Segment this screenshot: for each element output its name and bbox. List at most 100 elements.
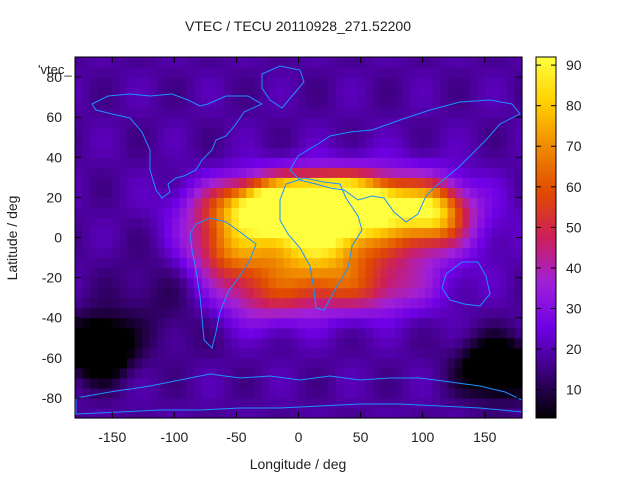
heatmap-cell — [417, 387, 426, 399]
heatmap-cell — [432, 77, 441, 88]
heatmap-cell — [365, 137, 374, 148]
heatmap-cell — [201, 307, 210, 319]
heatmap-cell — [395, 317, 404, 329]
heatmap-cell — [298, 167, 307, 178]
heatmap-cell — [462, 377, 471, 389]
heatmap-cell — [484, 307, 493, 319]
heatmap-cell — [186, 117, 195, 128]
heatmap-cell — [335, 67, 344, 78]
heatmap-cell — [454, 267, 463, 279]
heatmap-cell — [82, 317, 91, 329]
heatmap-cell — [89, 277, 98, 289]
heatmap-cell — [425, 57, 434, 68]
heatmap-cell — [462, 177, 471, 188]
heatmap-cell — [194, 307, 203, 319]
heatmap-cell — [119, 137, 128, 148]
heatmap-cell — [387, 257, 396, 269]
heatmap-cell — [492, 177, 501, 188]
heatmap-cell — [335, 147, 344, 158]
heatmap-cell — [82, 57, 91, 68]
heatmap-cell — [492, 347, 501, 359]
heatmap-cell — [432, 197, 441, 209]
heatmap-cell — [82, 217, 91, 229]
heatmap-cell — [171, 297, 180, 309]
heatmap-cell — [305, 187, 314, 198]
heatmap-cell — [119, 247, 128, 259]
heatmap-cell — [186, 337, 195, 349]
heatmap-cell — [216, 297, 225, 309]
heatmap-cell — [358, 97, 367, 108]
heatmap-cell — [477, 187, 486, 198]
heatmap-cell — [387, 107, 396, 118]
heatmap-cell — [432, 247, 441, 259]
heatmap-cell — [179, 107, 188, 118]
heatmap-cell — [127, 57, 136, 68]
heatmap-cell — [425, 337, 434, 349]
heatmap-cell — [134, 277, 143, 289]
heatmap-cell — [454, 177, 463, 188]
heatmap-cell — [432, 177, 441, 188]
heatmap-cell — [164, 167, 173, 178]
heatmap-cell — [156, 297, 165, 309]
heatmap-cell — [149, 347, 158, 359]
heatmap-cell — [142, 377, 151, 389]
heatmap-cell — [358, 377, 367, 389]
heatmap-cell — [320, 147, 329, 158]
heatmap-cell — [82, 157, 91, 168]
heatmap-cell — [104, 337, 113, 349]
heatmap-cell — [469, 77, 478, 88]
heatmap-cell — [387, 307, 396, 319]
heatmap-cell — [365, 127, 374, 138]
heatmap-cell — [268, 77, 277, 88]
heatmap-cell — [253, 177, 262, 188]
heatmap-cell — [246, 257, 255, 269]
heatmap-cell — [104, 387, 113, 399]
heatmap-cell — [149, 217, 158, 229]
heatmap-cell — [365, 317, 374, 329]
heatmap-cell — [156, 227, 165, 239]
heatmap-cell — [440, 287, 449, 299]
heatmap-cell — [149, 277, 158, 289]
heatmap-cell — [484, 237, 493, 249]
heatmap-cell — [142, 97, 151, 108]
heatmap-cell — [417, 167, 426, 178]
heatmap-cell — [134, 157, 143, 168]
heatmap-cell — [164, 207, 173, 219]
heatmap-cell — [514, 277, 523, 289]
heatmap-cell — [134, 167, 143, 178]
heatmap-cell — [231, 257, 240, 269]
heatmap-cell — [387, 407, 396, 419]
heatmap-cell — [454, 227, 463, 239]
heatmap-cell — [358, 57, 367, 68]
heatmap-cell — [268, 167, 277, 178]
heatmap-cell — [402, 67, 411, 78]
heatmap-cell — [89, 297, 98, 309]
heatmap-cell — [373, 297, 382, 309]
heatmap-cell — [268, 277, 277, 289]
heatmap-cell — [320, 337, 329, 349]
heatmap-cell — [507, 327, 516, 339]
heatmap-cell — [127, 307, 136, 319]
heatmap-cell — [112, 227, 121, 239]
heatmap-cell — [224, 207, 233, 219]
heatmap-cell — [410, 227, 419, 239]
heatmap-cell — [417, 127, 426, 138]
heatmap-cell — [380, 207, 389, 219]
heatmap-cell — [89, 177, 98, 188]
heatmap-cell — [432, 267, 441, 279]
heatmap-cell — [514, 97, 523, 108]
heatmap-cell — [328, 197, 337, 209]
heatmap-cell — [89, 347, 98, 359]
heatmap-cell — [149, 257, 158, 269]
heatmap-cell — [156, 367, 165, 379]
heatmap-cell — [201, 87, 210, 98]
heatmap-cell — [402, 177, 411, 188]
heatmap-cell — [201, 107, 210, 118]
heatmap-cell — [231, 117, 240, 128]
heatmap-cell — [335, 137, 344, 148]
heatmap-cell — [134, 107, 143, 118]
heatmap-cell — [156, 147, 165, 158]
heatmap-cell — [313, 107, 322, 118]
heatmap-cell — [75, 357, 84, 369]
heatmap-cell — [328, 337, 337, 349]
